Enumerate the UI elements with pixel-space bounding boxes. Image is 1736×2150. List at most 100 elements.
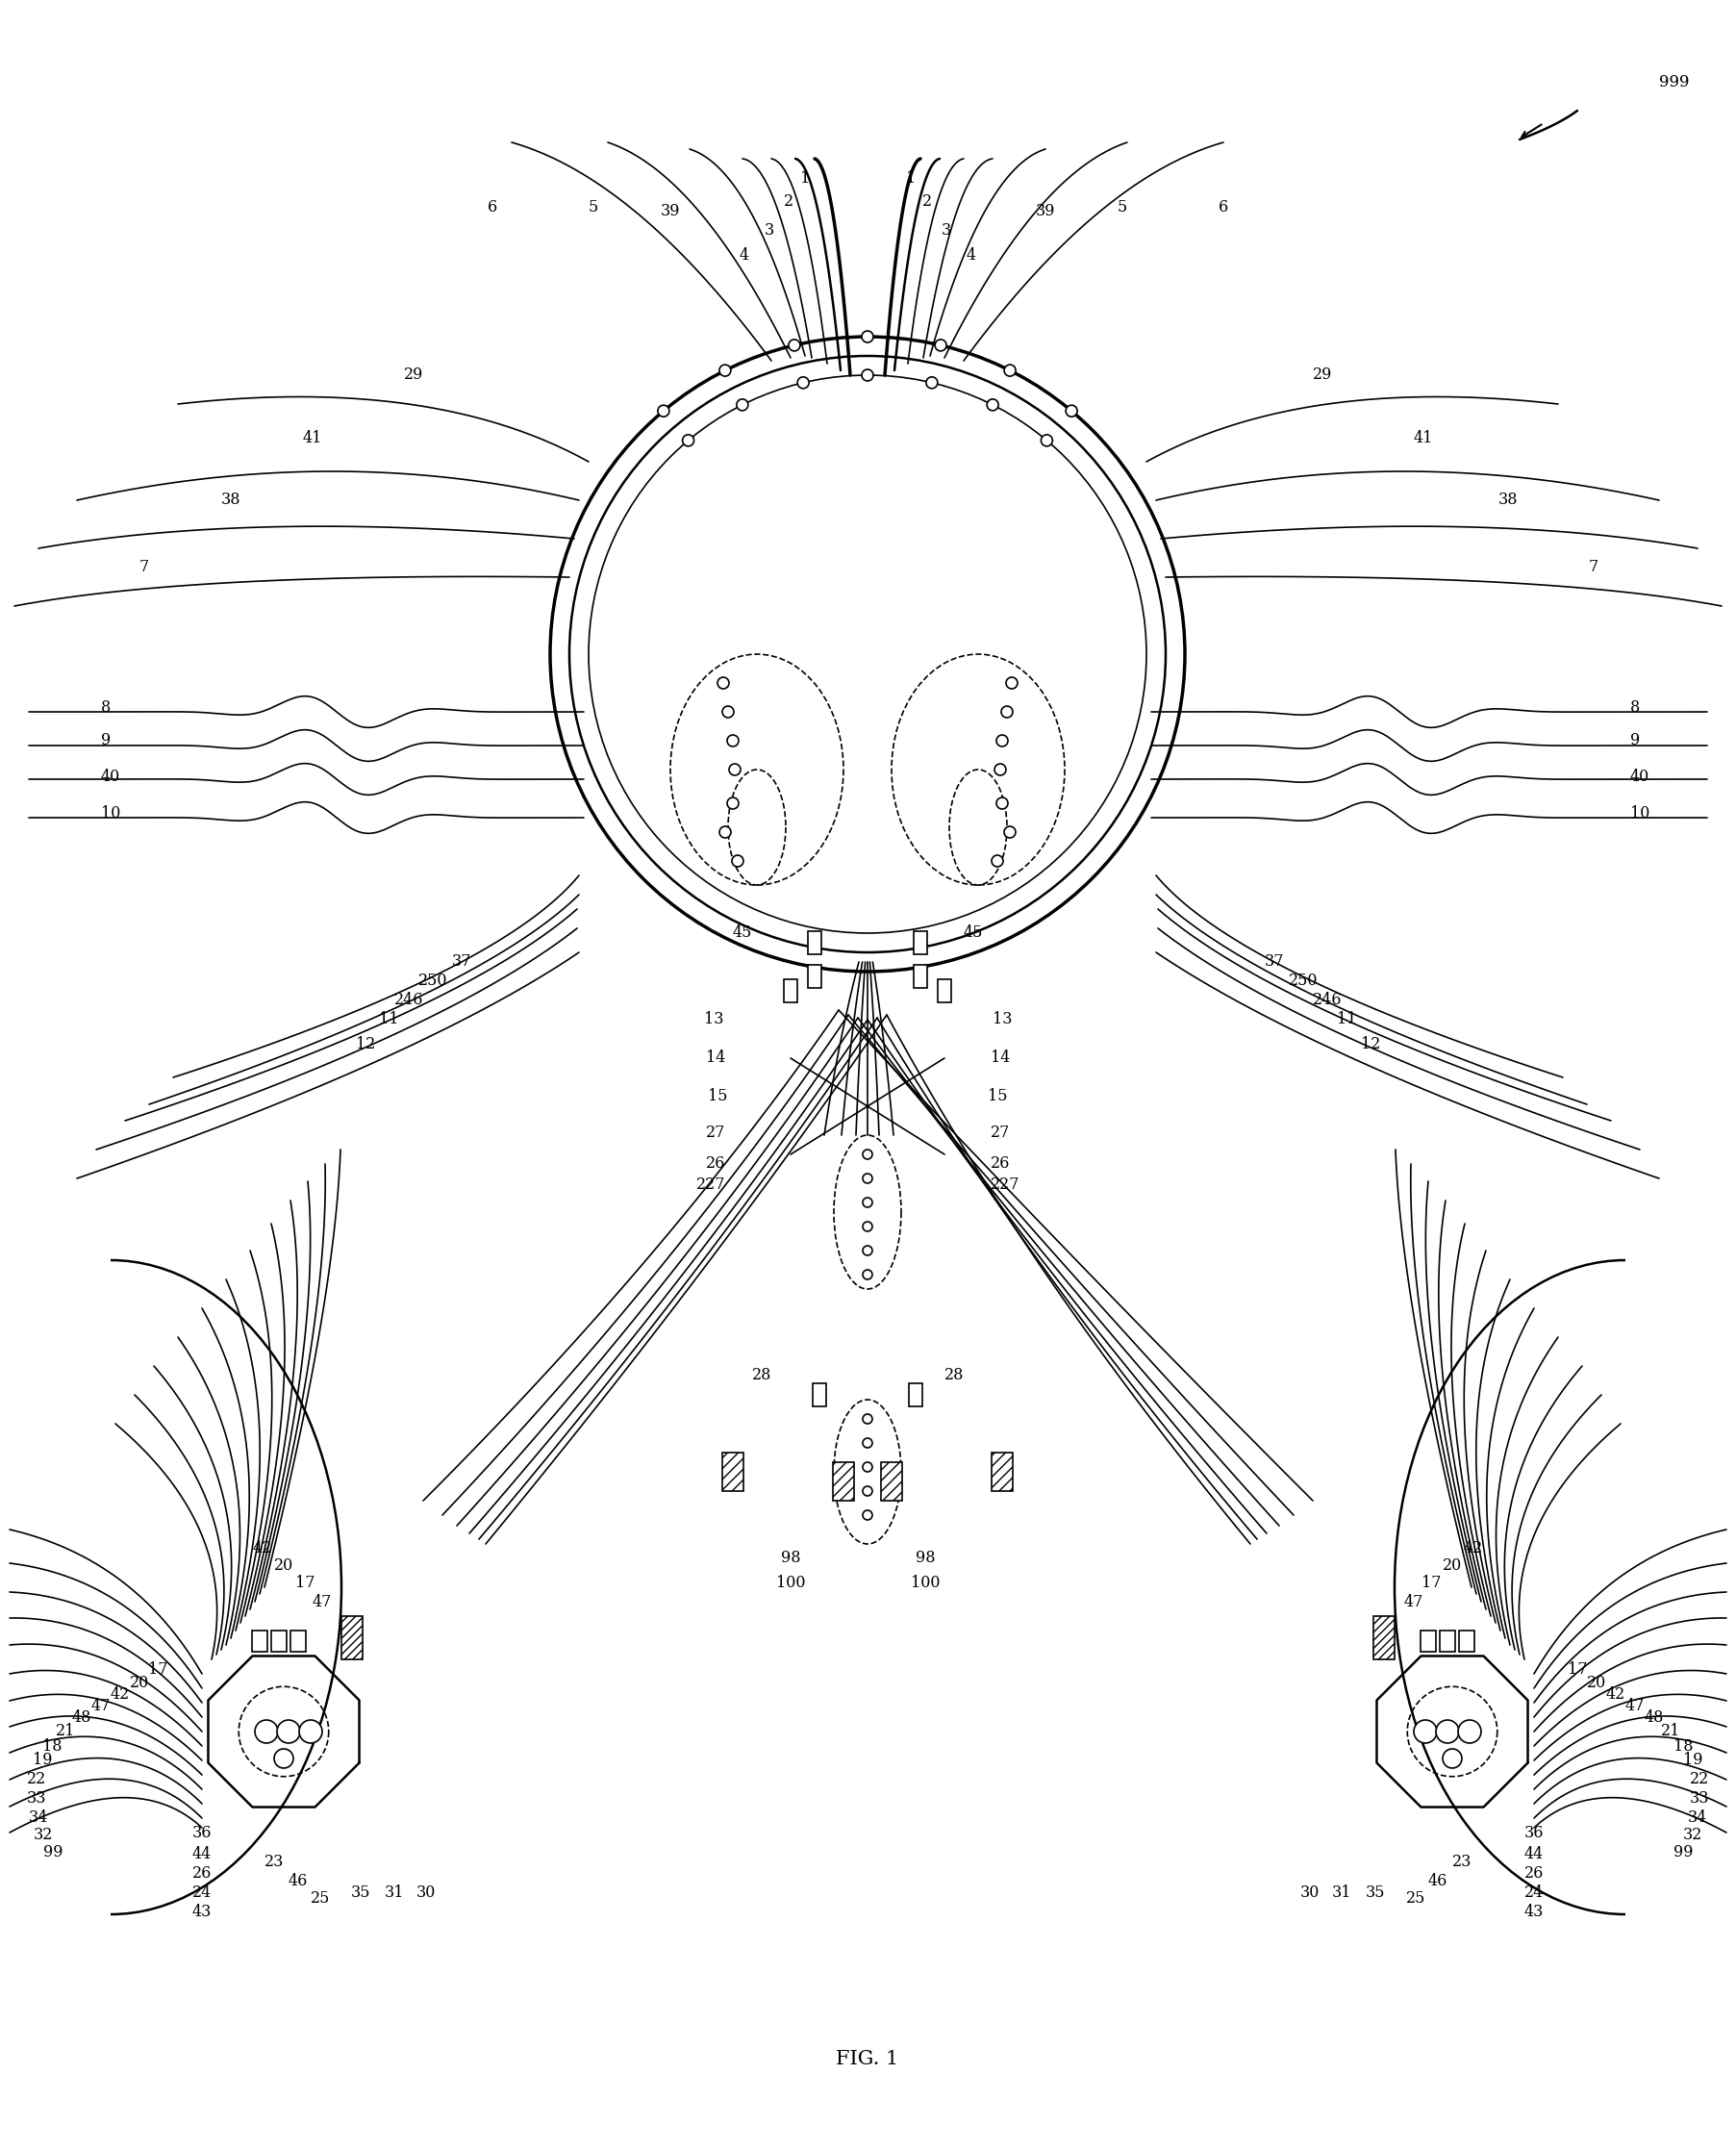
Text: 4: 4 [740,247,750,262]
Text: 2: 2 [922,194,932,211]
Circle shape [717,677,729,688]
Bar [722,1453,743,1492]
Text: 12: 12 [1361,1036,1380,1051]
Text: 42: 42 [1606,1688,1625,1703]
Text: 46: 46 [1429,1873,1448,1890]
Text: 12: 12 [356,1036,375,1051]
Text: 44: 44 [1524,1845,1543,1862]
Text: 20: 20 [1587,1675,1606,1692]
Circle shape [861,331,873,342]
Text: 24: 24 [1524,1883,1543,1901]
Text: 98: 98 [781,1550,800,1567]
Bar [807,965,821,989]
Bar [1420,1630,1436,1651]
Text: 36: 36 [193,1825,212,1840]
Circle shape [797,376,809,389]
Circle shape [988,400,998,411]
Circle shape [996,735,1009,746]
Text: 3: 3 [941,224,951,239]
Circle shape [863,1198,871,1208]
Bar [1439,1630,1455,1651]
Bar [342,1617,363,1660]
Text: 25: 25 [311,1890,330,1907]
Text: 11: 11 [1337,1010,1356,1028]
Text: 2: 2 [783,194,793,211]
Text: 29: 29 [403,368,424,383]
Text: 38: 38 [1498,492,1519,507]
Text: 25: 25 [1406,1890,1425,1907]
Circle shape [1413,1720,1437,1744]
Text: 6: 6 [1219,198,1229,215]
Circle shape [863,1245,871,1256]
Text: 45: 45 [963,924,983,942]
Circle shape [278,1720,300,1744]
Text: 42: 42 [111,1688,130,1703]
Text: 246: 246 [394,993,424,1008]
Bar [271,1630,286,1651]
Text: 47: 47 [90,1698,111,1716]
Text: 17: 17 [295,1574,314,1591]
Text: 38: 38 [220,492,241,507]
Text: 29: 29 [1312,368,1333,383]
Text: 20: 20 [130,1675,149,1692]
Text: 34: 34 [28,1810,49,1825]
Circle shape [1002,705,1012,718]
Text: 1: 1 [800,170,811,187]
Text: 37: 37 [1266,955,1285,970]
Text: 3: 3 [764,224,774,239]
Text: 9: 9 [101,733,111,748]
Text: 11: 11 [380,1010,399,1028]
Circle shape [863,1509,871,1520]
Text: 7: 7 [139,559,149,576]
Text: 26: 26 [991,1157,1010,1172]
Circle shape [1458,1720,1481,1744]
Bar [785,978,797,1002]
Text: 100: 100 [911,1574,939,1591]
Text: 48: 48 [1644,1709,1665,1726]
Text: 18: 18 [1674,1737,1693,1754]
Text: 41: 41 [1413,430,1434,445]
Text: 17: 17 [149,1660,168,1677]
Text: 23: 23 [1451,1853,1472,1870]
Text: 40: 40 [101,770,120,785]
Text: 26: 26 [705,1157,726,1172]
Circle shape [863,1415,871,1423]
Circle shape [863,1438,871,1447]
Bar [812,1382,826,1406]
Circle shape [736,400,748,411]
Text: 27: 27 [705,1124,726,1142]
Circle shape [729,763,741,776]
Circle shape [1003,826,1016,838]
Text: 13: 13 [993,1010,1012,1028]
Text: 27: 27 [991,1124,1010,1142]
Circle shape [936,340,946,350]
Text: 28: 28 [752,1367,771,1385]
Text: 35: 35 [351,1883,370,1901]
Circle shape [719,366,731,376]
Circle shape [788,340,800,350]
Bar [833,1462,854,1501]
Text: 30: 30 [417,1883,436,1901]
Text: 99: 99 [1674,1843,1693,1860]
Text: 37: 37 [451,955,470,970]
Text: 32: 32 [33,1828,52,1843]
Text: 26: 26 [193,1864,212,1881]
Circle shape [863,1271,871,1279]
Text: 22: 22 [1689,1772,1710,1789]
Text: 14: 14 [991,1049,1010,1066]
Text: 35: 35 [1366,1883,1385,1901]
Circle shape [1443,1748,1462,1767]
Circle shape [925,376,937,389]
Text: 98: 98 [915,1550,936,1567]
Text: 39: 39 [1036,204,1055,219]
Text: 100: 100 [776,1574,806,1591]
Text: 20: 20 [274,1557,293,1574]
Text: 36: 36 [1524,1825,1543,1840]
Text: 10: 10 [1630,804,1649,821]
Text: 17: 17 [1568,1660,1587,1677]
Circle shape [299,1720,323,1744]
Text: 21: 21 [56,1724,75,1739]
Text: 34: 34 [1687,1810,1708,1825]
Circle shape [658,404,670,417]
Circle shape [1007,677,1017,688]
